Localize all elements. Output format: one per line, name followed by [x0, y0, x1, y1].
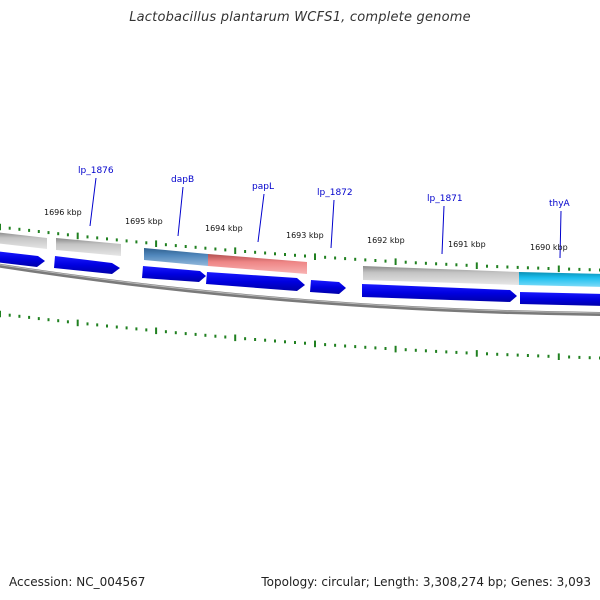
outer-tick-marks — [0, 223, 600, 273]
cds-arrow[interactable] — [54, 256, 120, 274]
cds-arrow[interactable] — [362, 284, 517, 302]
gene-label-lp_1872[interactable]: lp_1872 — [317, 188, 353, 198]
gene-bar-left-edge[interactable] — [0, 232, 47, 249]
kbp-label: 1696 kbp — [44, 208, 82, 217]
kbp-labels: 1696 kbp 1695 kbp 1694 kbp 1693 kbp 1692… — [44, 208, 568, 252]
gene-bar-lp_1871[interactable] — [363, 266, 519, 285]
cds-arrow[interactable] — [520, 292, 600, 306]
cds-arrows — [0, 251, 600, 306]
cds-arrow[interactable] — [142, 266, 206, 282]
genome-backbone-highlight — [0, 264, 600, 314]
cds-arrow[interactable] — [0, 251, 45, 267]
gene-bar-lp_1876[interactable] — [56, 238, 121, 256]
gene-bar-thyA[interactable] — [519, 272, 600, 287]
genome-backbone — [0, 263, 600, 316]
gene-label-dapB[interactable]: dapB — [171, 175, 194, 185]
accession-text: Accession: NC_004567 — [9, 575, 146, 589]
leader-thyA — [559, 210, 562, 259]
inner-tick-marks — [0, 310, 600, 360]
kbp-label: 1690 kbp — [530, 243, 568, 252]
cds-arrow[interactable] — [206, 272, 305, 291]
gene-bar-dapB[interactable] — [144, 248, 208, 266]
kbp-label: 1692 kbp — [367, 236, 405, 245]
gene-labels: lp_1876 dapB papL lp_1872 lp_1871 thyA — [78, 166, 571, 209]
leader-lp_1872 — [330, 199, 335, 249]
gene-label-lp_1871[interactable]: lp_1871 — [427, 194, 463, 204]
genome-summary-text: Topology: circular; Length: 3,308,274 bp… — [261, 575, 591, 589]
gene-label-thyA[interactable]: thyA — [549, 199, 571, 209]
gene-bars — [0, 232, 600, 287]
gene-label-papL[interactable]: papL — [252, 182, 274, 192]
kbp-label: 1694 kbp — [205, 224, 243, 233]
leader-lp_1871 — [441, 205, 445, 255]
map-title: Lactobacillus plantarum WCFS1, complete … — [129, 10, 471, 25]
kbp-label: 1691 kbp — [448, 240, 486, 249]
gene-bar-papL[interactable] — [208, 254, 307, 274]
leader-papL — [257, 193, 265, 243]
leader-dapB — [177, 186, 184, 237]
leader-lp_1876 — [89, 177, 97, 227]
kbp-label: 1693 kbp — [286, 231, 324, 240]
gene-label-lines — [89, 177, 562, 259]
kbp-label: 1695 kbp — [125, 217, 163, 226]
gene-label-lp_1876[interactable]: lp_1876 — [78, 166, 114, 176]
cds-arrow[interactable] — [310, 280, 346, 294]
